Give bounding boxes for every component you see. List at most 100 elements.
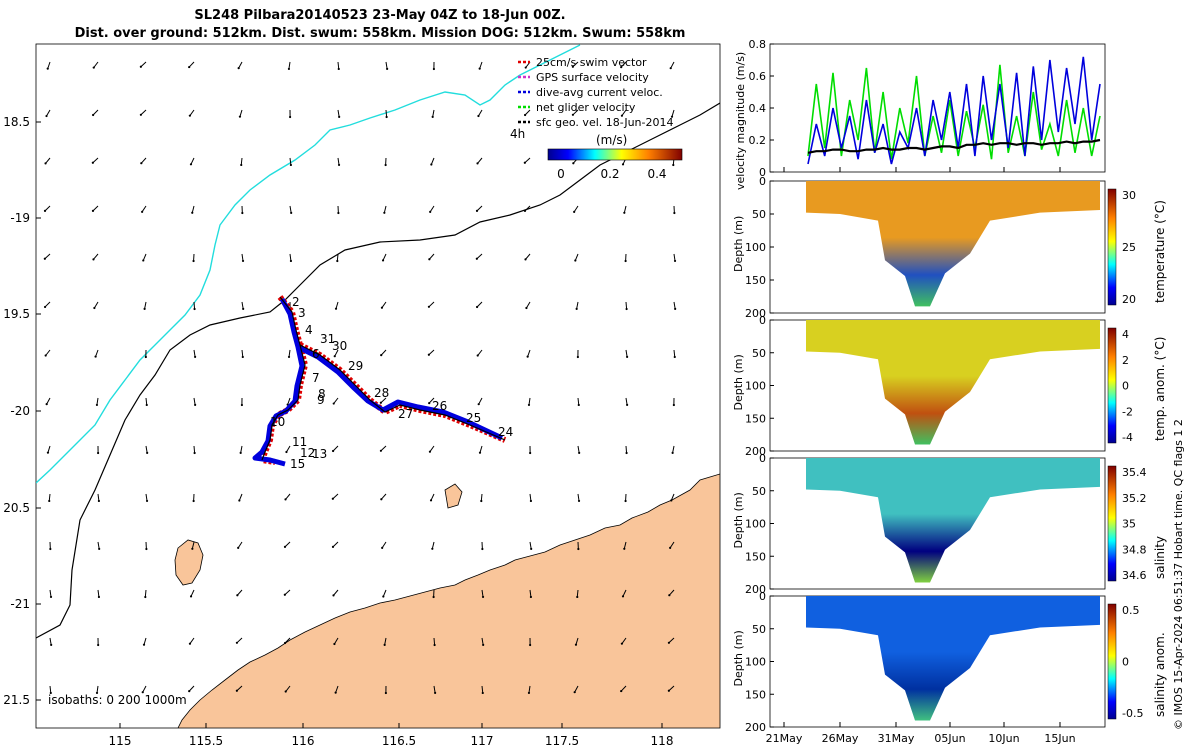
velocity-arrow: [574, 685, 579, 693]
velocity-arrow-head: [480, 499, 483, 503]
velocity-arrow-head: [432, 67, 436, 71]
depth-tick-label: 0: [759, 175, 766, 188]
velocity-arrow-head: [97, 595, 101, 599]
velocity-arrow-head: [385, 115, 388, 119]
velocity-arrow: [333, 589, 339, 596]
velocity-arrow: [524, 157, 531, 164]
section-colorbar-label: temp. anom. (°C): [1153, 337, 1167, 441]
velocity-arrow: [49, 685, 52, 694]
velocity-arrow-head: [331, 449, 335, 453]
velocity-arrow: [382, 253, 387, 261]
velocity-arrow: [433, 637, 436, 646]
velocity-arrow-head: [525, 306, 528, 310]
section-colorbar-tick-label: 0: [1122, 656, 1129, 669]
velocity-arrow: [240, 157, 243, 166]
section-colorbar: [1107, 603, 1117, 720]
depth-tick-label: 0: [759, 314, 766, 327]
velocity-arrow-head: [237, 67, 240, 70]
legend-entry: sfc geo. vel. 18-Jun-2014: [536, 116, 673, 129]
velocity-arrow-head: [142, 259, 145, 262]
velocity-arrow-head: [478, 67, 481, 70]
velocity-arrow: [92, 109, 99, 116]
velocity-arrow: [433, 685, 436, 693]
velocity-arrow: [191, 541, 195, 549]
velocity-arrow-head: [573, 210, 576, 213]
velocity-arrow: [625, 301, 628, 310]
velocity-arrow: [428, 397, 435, 404]
velocity-arrow: [241, 349, 244, 358]
velocity-arrow: [45, 349, 51, 356]
map-x-tick-label: 115: [109, 734, 132, 748]
velocity-arrow: [188, 61, 195, 68]
velocity-arrow-head: [192, 499, 195, 503]
velocity-arrow-head: [188, 65, 191, 69]
velocity-arrow-head: [240, 163, 243, 167]
velocity-arrow-head: [235, 641, 239, 644]
velocity-arrow-head: [623, 211, 626, 214]
velocity-arrow-head: [432, 595, 435, 599]
velocity-arrow-head: [672, 403, 675, 407]
velocity-arrow-head: [380, 354, 383, 357]
velocity-arrow-head: [673, 211, 676, 215]
section-data-region: [806, 320, 1100, 445]
velocity-arrow: [97, 589, 100, 598]
waypoint-label: 26: [432, 399, 447, 413]
velocity-arrow-head: [673, 259, 677, 263]
velocity-arrow: [572, 61, 579, 68]
velocity-arrow-head: [46, 67, 49, 70]
velocity-arrow-head: [671, 451, 674, 454]
map-y-tick-label: 20.5: [3, 501, 30, 515]
velocity-arrow: [430, 157, 435, 165]
velocity-arrow-head: [49, 691, 52, 695]
velocity-arrow: [189, 109, 195, 116]
velocity-arrow: [524, 205, 531, 212]
velocity-arrow-head: [283, 545, 287, 548]
velocity-arrow-head: [192, 259, 195, 263]
velocity-arrow: [623, 541, 627, 549]
map-legend: 25cm/s swim vector GPS surface velocity di…: [518, 56, 673, 129]
velocity-arrow: [673, 253, 676, 261]
velocity-y-tick-label: 0.4: [749, 102, 767, 115]
velocity-arrow: [385, 109, 388, 118]
velocity-arrow-head: [620, 642, 624, 645]
velocity-arrow-head: [191, 211, 194, 214]
velocity-arrow-head: [145, 403, 148, 407]
velocity-arrow: [380, 397, 387, 404]
section-colorbar: [1107, 188, 1117, 306]
depth-axis-label: Depth (m): [732, 492, 745, 548]
glider-track: [252, 295, 507, 467]
velocity-arrow: [145, 397, 148, 406]
velocity-arrow: [96, 397, 99, 405]
velocity-arrow-head: [626, 403, 629, 407]
time-tick-label: 21May: [766, 732, 803, 745]
velocity-arrow-head: [477, 114, 480, 118]
velocity-arrow-head: [188, 690, 191, 693]
velocity-arrow: [524, 109, 531, 116]
velocity-arrow-head: [236, 594, 239, 597]
velocity-arrow: [577, 493, 580, 501]
velocity-arrow-head: [475, 257, 478, 260]
velocity-arrow: [47, 445, 51, 453]
velocity-arrow: [142, 253, 147, 261]
velocity-arrow: [429, 445, 435, 452]
time-tick-label: 26May: [822, 732, 859, 745]
section-colorbar-tick-label: -4: [1122, 431, 1133, 444]
velocity-arrow: [576, 301, 579, 309]
velocity-arrow-head: [338, 115, 341, 119]
velocity-arrow: [193, 397, 196, 405]
velocity-arrow: [476, 301, 483, 308]
depth-tick-label: 200: [745, 307, 766, 320]
section-colorbar-tick-label: 4: [1122, 328, 1129, 341]
velocity-arrow: [289, 157, 292, 166]
depth-tick-label: 200: [745, 583, 766, 596]
velocity-arrow-head: [430, 163, 433, 166]
velocity-arrow: [337, 157, 340, 165]
title-line-1: SL248 Pilbara20140523 23-May 04Z to 18-J…: [194, 8, 566, 23]
velocity-y-tick-label: 0.6: [749, 70, 767, 83]
velocity-arrow: [286, 445, 291, 453]
velocity-arrow-head: [188, 642, 192, 645]
velocity-arrow-head: [43, 257, 46, 260]
section-colorbar-tick-label: 35.2: [1122, 492, 1147, 505]
